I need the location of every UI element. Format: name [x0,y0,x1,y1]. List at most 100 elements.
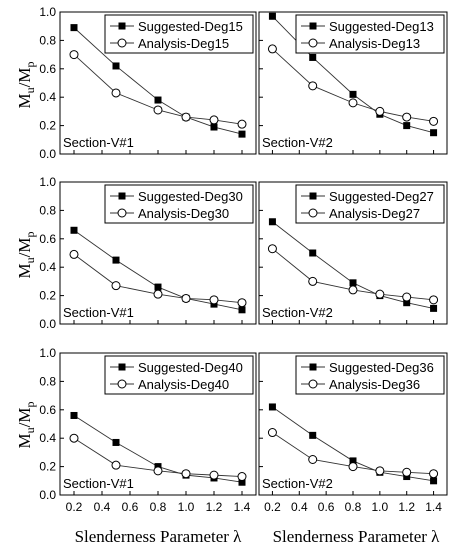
series-line [73,437,243,477]
legend-box [295,184,445,224]
section-annotation: Section-V#2 [262,135,333,150]
legend-label: Analysis-Deg13 [329,36,420,51]
data-point-circle [237,472,247,482]
data-point-square [268,12,276,20]
legend-marker-square [309,22,317,30]
y-tick-label: 0.6 [39,62,56,76]
y-tick-label: 0.4 [39,260,56,274]
series-line [272,406,434,482]
chart-panel-2: Suggested-Deg13 Analysis-Deg13 Section-V#2 [258,11,448,155]
legend-marker-square [118,22,126,30]
chart-panel-6: 0.2 0.4 0.6 0.8 1.0 1.2 1.4 Suggested-Deg36 Anal… [258,352,448,514]
x-tick-label: 1.0 [178,500,195,514]
data-point-circle [308,81,318,91]
data-point-circle [237,298,247,308]
data-point-square [154,96,162,104]
series-line [73,254,243,304]
data-point-circle [111,460,121,470]
chart-panel-3: 0.0 0.2 0.4 0.6 0.8 1.0 Suggested-Deg30 Analysi… [39,175,257,331]
data-point-circle [348,462,358,472]
y-tick-label: 0.2 [39,289,56,303]
data-point-circle [402,292,412,302]
section-annotation: Section-V#2 [262,476,333,491]
data-point-square [430,304,438,312]
legend-box [295,355,445,395]
data-point-square [309,249,317,257]
data-point-circle [308,455,318,464]
data-point-circle [237,119,247,129]
data-point-circle [209,295,219,305]
data-point-square [154,283,162,291]
legend-marker-square [309,363,317,371]
y-tick-label: 0.8 [39,203,56,217]
y-tick-label: 0.4 [39,431,56,445]
data-point-square [210,123,218,131]
data-point-circle [209,470,219,480]
legend: Suggested-Deg27 Analysis-Deg27 [295,184,445,224]
legend-label: Analysis-Deg30 [138,206,229,221]
legend-marker-circle [308,208,318,218]
x-tick-label: 1.2 [398,500,415,514]
data-point-square [112,256,120,264]
legend-marker-square [309,192,317,200]
legend: Suggested-Deg30 Analysis-Deg30 [104,184,254,224]
section-annotation: Section-V#1 [63,305,134,320]
legend-box [104,184,254,224]
y-tick-label: 1.0 [39,5,56,19]
data-point-circle [348,285,358,295]
data-point-square [349,90,357,98]
data-point-circle [267,44,277,54]
data-point-square [349,457,357,465]
data-point-square [112,62,120,70]
x-tick-label: 1.4 [234,500,251,514]
data-point-circle [348,98,358,108]
x-tick-label: 0.2 [66,500,83,514]
series-line [73,54,243,125]
legend-label: Suggested-Deg13 [329,19,434,34]
section-annotation: Section-V#1 [63,135,134,150]
data-point-square [430,477,438,485]
legend-label: Suggested-Deg30 [138,189,243,204]
data-point-circle [402,112,412,122]
x-tick-label: 1.0 [372,500,389,514]
data-point-circle [375,106,385,116]
legend-marker-circle [117,379,127,389]
legend-marker-circle [117,38,127,48]
data-point-square [403,299,411,307]
legend-label: Analysis-Deg27 [329,206,420,221]
y-tick-label: 0.2 [39,119,56,133]
legend-label: Suggested-Deg15 [138,19,243,34]
data-point-square [70,411,78,419]
y-tick-label: 0.8 [39,33,56,47]
x-tick-label: 0.8 [150,500,167,514]
legend: Suggested-Deg36 Analysis-Deg36 [295,355,445,395]
y-tick-label: 1.0 [39,346,56,360]
chart-panel-1: 0.0 0.2 0.4 0.6 0.8 1.0 Suggested-Deg15 Analysi… [39,5,257,161]
y-tick-label: 0.2 [39,460,56,474]
x-tick-label: 1.4 [425,500,442,514]
x-tick-label: 0.6 [318,500,335,514]
data-point-square [268,403,276,411]
series-line [73,229,243,311]
x-axis-title-right: Slenderness Parameter λ [273,527,441,546]
legend-label: Suggested-Deg36 [329,360,434,375]
data-point-square [70,226,78,234]
y-tick-label: 0.6 [39,403,56,417]
data-point-circle [181,112,191,122]
legend-label: Suggested-Deg40 [138,360,243,375]
legend-box [104,355,254,395]
data-point-square [349,279,357,287]
y-tick-label: 0.4 [39,90,56,104]
legend-label: Analysis-Deg36 [329,377,420,392]
legend: Suggested-Deg15 Analysis-Deg15 [104,14,254,54]
data-point-circle [209,115,219,125]
data-point-circle [402,467,412,477]
legend-marker-circle [117,208,127,218]
data-point-circle [267,428,277,438]
legend: Suggested-Deg40 Analysis-Deg40 [104,355,254,395]
data-point-circle [153,289,163,299]
data-point-circle [181,293,191,303]
chart-panel-5: 0.0 0.2 0.4 0.6 0.8 1.0 0.2 0.4 0.6 0.8 1.0 1.2 1.4 S… [39,346,257,514]
series-line [272,221,434,309]
